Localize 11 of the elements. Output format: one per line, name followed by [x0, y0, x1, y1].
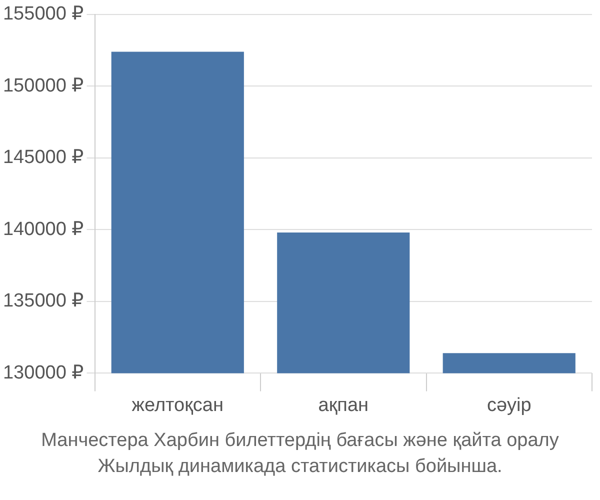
x-tick-label: ақпан: [318, 394, 368, 416]
text: Жылдық динамикада статистикасы бойынша.: [96, 455, 504, 479]
x-tick-label: сәуір: [486, 394, 532, 416]
x-tick-label: желтоқсан: [132, 394, 224, 416]
text: Манчестера Харбин билеттердің бағасы және қайта оралу: [40, 429, 560, 453]
y-tick-label: 135000 ₽: [2, 290, 84, 312]
y-tick-label: 145000 ₽: [2, 147, 84, 168]
y-tick-label: 150000 ₽: [2, 75, 84, 96]
y-tick-label: 155000 ₽: [2, 4, 84, 25]
y-tick-label: 140000 ₽: [2, 218, 84, 240]
y-tick-label: 130000 ₽: [2, 362, 84, 384]
